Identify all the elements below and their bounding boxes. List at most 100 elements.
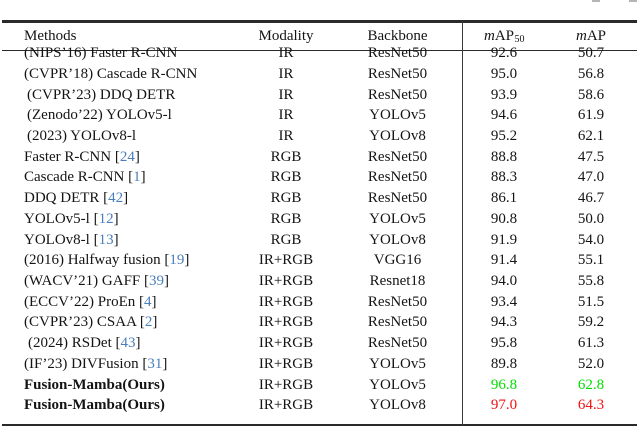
method-cell: Cascade R-CNN [1] — [24, 169, 146, 186]
italic-m: m — [575, 27, 587, 44]
map50-cell: 93.4 — [490, 293, 518, 310]
modality-cell: RGB — [270, 231, 302, 248]
map50-cell: 94.6 — [490, 107, 518, 124]
map-cell: 47.5 — [577, 148, 605, 165]
map50-cell: 88.3 — [490, 169, 518, 186]
map50-cell: 93.9 — [490, 86, 518, 103]
backbone-cell: VGG16 — [373, 252, 422, 269]
map50-cell: 90.8 — [490, 210, 518, 227]
citation-link[interactable]: 1 — [133, 169, 141, 186]
map50-cell: 91.9 — [490, 231, 518, 248]
backbone-cell: Resnet18 — [369, 272, 426, 289]
backbone-cell: ResNet50 — [367, 65, 428, 82]
modality-cell: IR+RGB — [258, 293, 314, 310]
modality-cell: IR+RGB — [258, 355, 314, 372]
modality-cell: RGB — [270, 169, 302, 186]
citation-link[interactable]: 4 — [144, 293, 152, 310]
map-cell: 64.3 — [577, 397, 605, 414]
map-cell: 61.3 — [577, 335, 605, 352]
map-cell: 50.0 — [577, 210, 605, 227]
map-cell: 56.8 — [577, 65, 605, 82]
map-cell: 47.0 — [577, 169, 605, 186]
citation-link[interactable]: 39 — [149, 272, 164, 289]
map50-cell: 86.1 — [490, 190, 518, 207]
modality-cell: IR+RGB — [258, 252, 314, 269]
modality-cell: IR — [278, 86, 294, 103]
map50-cell: 97.0 — [490, 397, 518, 414]
map50-cell: 96.8 — [490, 376, 518, 393]
backbone-cell: YOLOv8 — [369, 397, 426, 414]
modality-cell: IR+RGB — [258, 335, 314, 352]
backbone-cell: ResNet50 — [367, 169, 428, 186]
cropped-text-artifact — [629, 0, 637, 2]
header-cell-methods: Methods — [24, 27, 77, 44]
header-cell-modality: Modality — [258, 27, 314, 44]
method-cell: (CVPR’23) CSAA [2] — [24, 314, 158, 331]
citation-link[interactable]: 43 — [120, 335, 136, 352]
map50-cell: 95.8 — [490, 335, 518, 352]
backbone-cell: YOLOv5 — [369, 107, 426, 124]
map50-cell: 88.8 — [490, 148, 518, 165]
citation-link[interactable]: 12 — [98, 210, 114, 227]
subscript-50: 50 — [514, 34, 525, 46]
method-cell: (CVPR’18) Cascade R-CNN — [24, 65, 198, 82]
map-cell: 62.8 — [577, 376, 605, 393]
column-divider-line — [461, 20, 463, 426]
italic-m: m — [483, 27, 495, 44]
backbone-cell: ResNet50 — [367, 148, 428, 165]
citation-link[interactable]: 42 — [108, 190, 124, 207]
citation-link[interactable]: 19 — [169, 252, 185, 269]
citation-link[interactable]: 31 — [147, 355, 163, 372]
modality-cell: RGB — [270, 190, 302, 207]
method-cell: (2024) RSDet [43] — [28, 335, 141, 352]
map50-cell: 94.3 — [490, 314, 518, 331]
map50-cell: 95.2 — [490, 127, 518, 144]
map-cell: 54.0 — [577, 231, 605, 248]
modality-cell: IR — [278, 127, 294, 144]
backbone-cell: ResNet50 — [367, 45, 428, 62]
modality-cell: IR — [278, 65, 294, 82]
modality-cell: IR+RGB — [258, 314, 314, 331]
map50-cell: 89.8 — [490, 355, 518, 372]
map-cell: 46.7 — [577, 190, 605, 207]
header-cell-backbone: Backbone — [367, 27, 428, 44]
modality-cell: IR — [278, 45, 294, 62]
table-bottom-rule — [2, 423, 637, 427]
method-cell: (2023) YOLOv8-l — [27, 127, 137, 144]
cropped-text-artifact — [592, 0, 600, 2]
backbone-cell: ResNet50 — [367, 314, 428, 331]
method-cell: YOLOv5-l [12] — [24, 210, 119, 227]
method-cell: (NIPS’16) Faster R-CNN — [24, 45, 178, 62]
method-cell: (IF’23) DIVFusion [31] — [24, 355, 168, 372]
method-cell: (2016) Halfway fusion [19] — [24, 252, 190, 269]
method-cell: Fusion-Mamba(Ours) — [24, 397, 165, 414]
map50-cell: 94.0 — [490, 272, 518, 289]
method-cell: (Zenodo’22) YOLOv5-l — [27, 107, 172, 124]
map50-cell: 92.6 — [490, 45, 518, 62]
results-table: Methods Modality Backbone m AP 50 m AP (NIPS’16)… — [2, 23, 637, 417]
map-cell: 58.6 — [577, 86, 605, 103]
backbone-cell: YOLOv5 — [369, 355, 426, 372]
header-cell-ap: m AP 50 — [483, 27, 525, 46]
map-cell: 55.1 — [577, 252, 605, 269]
method-cell: Faster R-CNN [24] — [24, 148, 140, 165]
citation-link[interactable]: 2 — [144, 314, 153, 331]
map-cell: 50.7 — [577, 45, 605, 62]
backbone-cell: YOLOv5 — [369, 376, 426, 393]
header-cell-ap: m AP — [575, 27, 607, 44]
backbone-cell: ResNet50 — [367, 190, 428, 207]
table-header-rule — [2, 50, 637, 52]
method-cell: (ECCV’22) ProEn [4] — [24, 293, 157, 310]
citation-link[interactable]: 24 — [119, 148, 135, 165]
modality-cell: IR — [278, 107, 294, 124]
map-cell: 62.1 — [577, 127, 605, 144]
map-cell: 59.2 — [577, 314, 605, 331]
backbone-cell: YOLOv5 — [369, 210, 426, 227]
modality-cell: IR+RGB — [258, 397, 314, 414]
map-cell: 55.8 — [577, 272, 605, 289]
citation-link[interactable]: 13 — [98, 231, 114, 248]
modality-cell: IR+RGB — [258, 376, 314, 393]
method-cell: Fusion-Mamba(Ours) — [24, 376, 165, 393]
method-cell: DDQ DETR [42] — [24, 190, 129, 207]
